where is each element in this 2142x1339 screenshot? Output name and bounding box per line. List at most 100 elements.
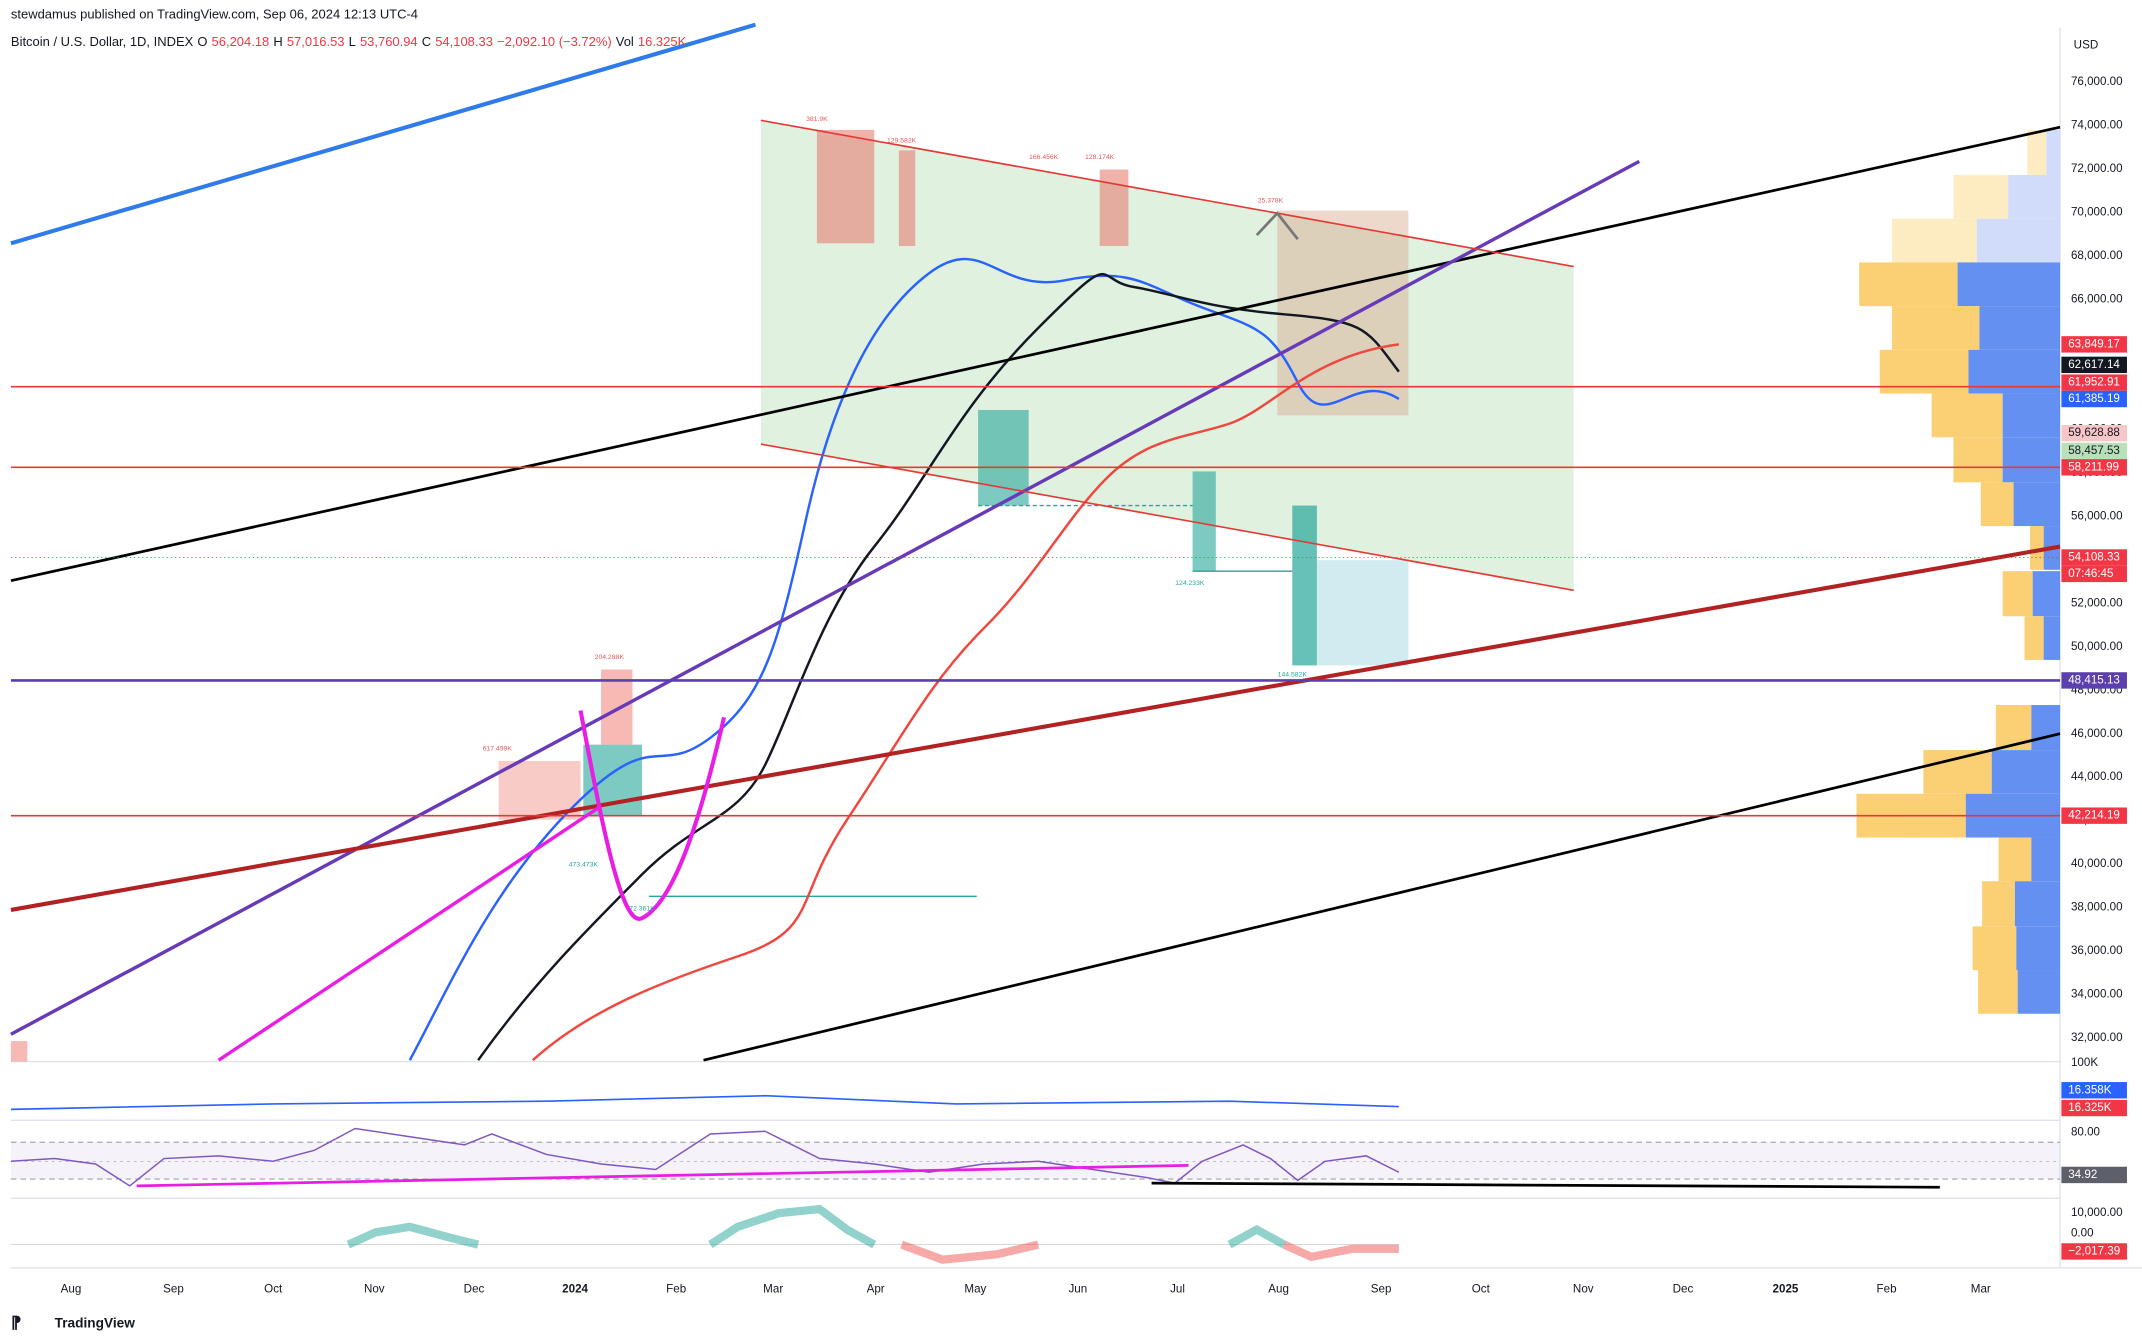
vp-bar [1953, 437, 2003, 483]
ohlc-value: 54,108.33 [435, 34, 493, 49]
vp-bar [2002, 393, 2061, 438]
vp-bar [1979, 306, 2061, 350]
rsi-line [10, 1127, 1400, 1187]
time-label: 2024 [562, 1283, 588, 1296]
volume-label: Vol [616, 34, 634, 49]
vp-bar [1923, 750, 1992, 794]
annotation: 166.456K [1029, 154, 1059, 161]
price-label: 66,000.00 [2071, 292, 2123, 305]
time-label: Oct [264, 1283, 283, 1296]
time-label: 2025 [1773, 1283, 1799, 1296]
price-tag-bg [2061, 807, 2127, 824]
trend-line [10, 159, 1641, 1036]
vp-bar [2029, 526, 2044, 570]
ohlc-label: C [422, 34, 431, 49]
indicator-label: 80.00 [2071, 1126, 2100, 1139]
price-tag: 16.325K [2068, 1101, 2112, 1114]
macd-hist-down [900, 1240, 1399, 1264]
price-tag-bg [2061, 374, 2127, 391]
time-label: May [964, 1283, 986, 1296]
ma-red [531, 343, 1400, 1062]
time-label: Nov [364, 1283, 385, 1296]
vp-bar [1998, 837, 2032, 882]
vp-bar [2043, 616, 2061, 660]
annotation: 129.582K [887, 138, 917, 145]
divergence-line [136, 1164, 1189, 1188]
ma-black [477, 272, 1400, 1061]
box [816, 129, 875, 244]
vp-bar [1978, 970, 2018, 1014]
price-label: 72,000.00 [2071, 162, 2123, 175]
time-label: Jul [1170, 1283, 1185, 1296]
price-label: 56,000.00 [2071, 510, 2123, 523]
volume-pane [10, 1094, 1399, 1111]
volume-profile [1856, 129, 2061, 1014]
price-tag-bg [2061, 442, 2127, 460]
vp-bar [2016, 926, 2061, 971]
vp-bar [1859, 262, 1958, 307]
annotation: 617.499K [483, 746, 513, 753]
price-label: 38,000.00 [2071, 901, 2123, 914]
ohlc-label: O [197, 34, 207, 49]
brand: TradingView [55, 1315, 136, 1330]
trend-line [10, 125, 2061, 583]
channel-bottom [760, 443, 1574, 592]
vp-bar [1892, 306, 1980, 350]
channel-fill [760, 120, 1574, 591]
price-label: 68,000.00 [2071, 249, 2123, 262]
price-tag: 62,617.14 [2068, 358, 2120, 371]
price-tag: 48,415.13 [2068, 673, 2120, 686]
publisher: stewdamus published on TradingView.com, … [11, 7, 418, 22]
vp-bar [1976, 218, 2061, 263]
trend-line [217, 804, 603, 1062]
price-tag: 61,952.91 [2068, 376, 2120, 389]
annotation: 72.361K [629, 905, 655, 912]
channel-top [760, 119, 1574, 268]
price-tag-bg [2061, 1099, 2127, 1117]
annotation: 25.378K [1258, 198, 1284, 205]
trend-line [703, 732, 2061, 1062]
price-tag: 58,457.53 [2068, 444, 2120, 457]
annotation: 124.233K [1175, 580, 1205, 587]
time-label: Sep [1371, 1283, 1392, 1296]
ohlc-label: L [349, 34, 356, 49]
price-label: 76,000.00 [2071, 75, 2123, 88]
divergence-line [1151, 1181, 1940, 1189]
arrow [1255, 211, 1299, 241]
vp-bar [2046, 129, 2061, 175]
time-label: Feb [666, 1283, 686, 1296]
price-label: 34,000.00 [2071, 987, 2123, 1000]
time-label: Oct [1472, 1283, 1491, 1296]
box [898, 150, 916, 247]
vp-bar [2014, 881, 2061, 927]
vp-bar [2031, 837, 2061, 882]
price-tag-bg [2061, 424, 2127, 442]
vp-bar [1982, 881, 2015, 927]
ohlc-value: 57,016.53 [287, 34, 345, 49]
trend-lines [10, 22, 2061, 1062]
legend: Bitcoin / U.S. Dollar, 1D, INDEX O 56,204.… [11, 34, 687, 49]
price-tag-bg [2061, 356, 2127, 374]
indicator-label: 0.00 [2071, 1227, 2094, 1240]
rsi-pane [10, 1127, 2061, 1189]
time-label: Dec [464, 1283, 485, 1296]
price-label: 74,000.00 [2071, 119, 2123, 132]
box [978, 409, 1029, 506]
price-tag-bg [2061, 336, 2127, 353]
price-tag-bg [2061, 459, 2127, 476]
price-label: 46,000.00 [2071, 727, 2123, 740]
vp-bar [1995, 705, 2032, 751]
price-label: 52,000.00 [2071, 596, 2123, 609]
ma-blue [408, 257, 1400, 1061]
annotation: 144.582K [1278, 672, 1308, 679]
vp-bar [1931, 393, 2003, 438]
macd-pane [10, 1204, 1399, 1264]
indicator-label: 100K [2071, 1056, 2098, 1069]
price-tag: 54,108.33 [2068, 551, 2120, 564]
time-label: Sep [163, 1283, 184, 1296]
vp-bar [1972, 926, 2017, 971]
indicator-label: 10,000.00 [2071, 1206, 2123, 1219]
vp-bar [1953, 174, 2009, 219]
volume-value: 16.325K [638, 34, 687, 49]
trend-line [10, 544, 2061, 912]
